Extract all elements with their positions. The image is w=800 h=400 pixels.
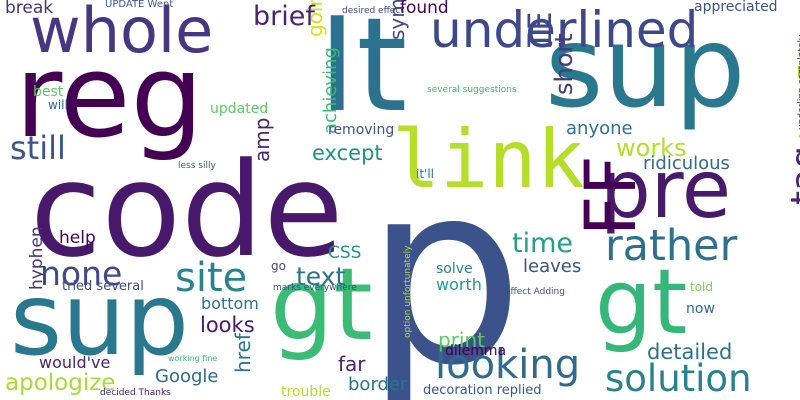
word-achieving: achieving (320, 47, 341, 134)
word-hyphen: hyphen (27, 226, 47, 290)
word-break: break (5, 0, 54, 18)
word-css: CSS (328, 243, 362, 263)
word-anyone: anyone (566, 118, 633, 139)
word-code: code (30, 134, 344, 286)
word-update-went: UPDATE Went (105, 0, 174, 10)
word-worth: worth (436, 275, 482, 294)
word-still: still (10, 129, 66, 167)
word-leaves: leaves (523, 256, 582, 277)
word-amp: amp (250, 117, 274, 162)
word-will: will (48, 98, 68, 112)
word-tag: tag (784, 145, 800, 205)
word-working-fine: working fine (168, 354, 218, 363)
word-appreciated: appreciated (694, 0, 778, 15)
word-solve: solve (436, 261, 473, 277)
word-gt-center: gt (270, 246, 373, 363)
word-underlined: underlined (430, 1, 699, 59)
word-sup-top: sup (545, 3, 746, 133)
word-link: link (392, 113, 585, 206)
word-rather: rather (605, 221, 738, 271)
word-site: site (175, 255, 248, 301)
word-it-large: It (318, 0, 408, 141)
word-href: href (231, 333, 255, 373)
word-p: p (365, 129, 524, 400)
word-text-center: text (296, 262, 346, 291)
word-desired-effect: desired effect (342, 6, 404, 16)
word-tried-several: tried several (62, 279, 144, 294)
word-trouble: trouble (281, 384, 331, 400)
word-apologize: apologize (5, 370, 116, 396)
word-found: found (400, 0, 449, 18)
word-itll: it'll (416, 167, 435, 181)
word-solution: solution (605, 357, 752, 400)
word-sup-left: sup (10, 261, 189, 378)
word-google: Google (155, 366, 219, 387)
word-updated: updated (210, 101, 269, 117)
word-border: border (348, 374, 408, 395)
word-several-suggestions: several suggestions (427, 85, 517, 95)
word-removing: removing (328, 122, 395, 138)
word-help: help (59, 228, 96, 248)
word-looks: looks (200, 313, 255, 337)
word-none: none (40, 254, 123, 293)
word-ridiculous: ridiculous (643, 153, 730, 174)
word-option-unfortunately: option unfortunately (403, 245, 413, 338)
word-wouldve: would've (39, 353, 111, 372)
word-pre: pre (600, 143, 732, 236)
word-decoration-replied: decoration replied (423, 383, 542, 398)
word-marks-everywhere: marks everywhere (273, 283, 357, 293)
word-dilemma: dilemma (445, 343, 507, 359)
word-now: now (686, 301, 715, 317)
word-decided-thanks: decided Thanks (100, 388, 171, 398)
word-works: works (616, 134, 687, 162)
word-less-silly: less silly (178, 161, 216, 171)
word-detailed: detailed (647, 340, 733, 364)
word-effect-adding: effect Adding (505, 287, 565, 297)
word-going: going (303, 0, 327, 37)
word-time: time (512, 228, 574, 259)
word-told: told (690, 280, 713, 294)
word-gt-right: gt (595, 250, 688, 355)
word-brief: brief (253, 1, 315, 32)
word-bottom: bottom (201, 294, 259, 313)
word-looking: looking (435, 342, 581, 388)
word-far: far (338, 352, 366, 376)
word-whole: whole (30, 0, 214, 67)
word-short: short (550, 33, 578, 95)
word-go: go (271, 259, 286, 273)
word-best: best (33, 84, 64, 100)
word-except: except (312, 141, 383, 165)
word-reg: reg (15, 30, 204, 164)
word-print: print (438, 328, 485, 352)
